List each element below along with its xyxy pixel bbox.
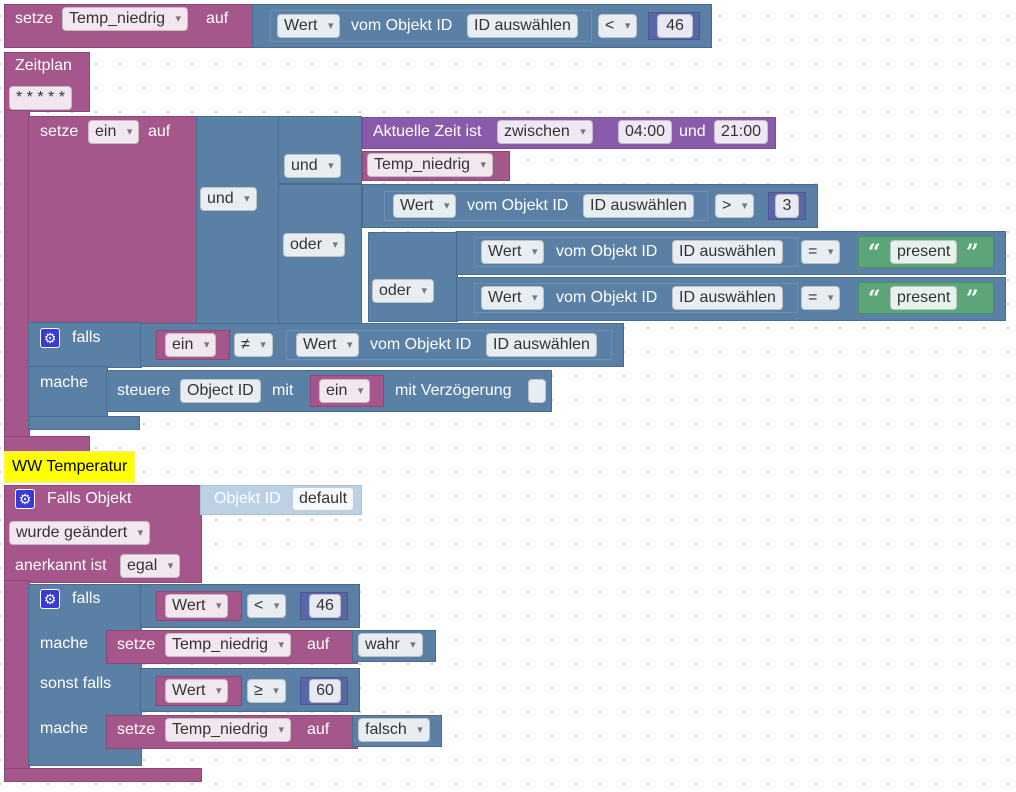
if-block-footer: [28, 416, 140, 430]
delay-label: mit Verzögerung: [395, 382, 512, 399]
vom-objekt-label: vom Objekt ID: [556, 243, 658, 260]
logic-operator-dropdown[interactable]: und: [284, 154, 341, 178]
trigger-body-left: [4, 580, 30, 776]
boolean-dropdown[interactable]: falsch: [358, 718, 430, 742]
time-und-label: und: [679, 123, 706, 140]
time-label: Aktuelle Zeit ist: [373, 123, 482, 140]
open-quote-icon: “: [868, 286, 881, 312]
variable-dropdown[interactable]: Temp_niedrig: [165, 633, 292, 657]
variable-dropdown[interactable]: ein: [88, 120, 140, 144]
text-field[interactable]: present: [890, 240, 958, 264]
close-quote-icon: ”: [966, 240, 979, 266]
operator-dropdown[interactable]: =: [801, 240, 841, 264]
setze-label: setze: [117, 721, 156, 738]
changed-dropdown[interactable]: wurde geändert: [9, 521, 151, 545]
number-field[interactable]: 46: [309, 594, 341, 618]
mache-label: mache: [40, 635, 89, 652]
default-field[interactable]: default: [292, 487, 355, 511]
vom-objekt-label: vom Objekt ID: [556, 289, 658, 306]
operator-dropdown[interactable]: =: [801, 286, 841, 310]
wert-dropdown[interactable]: Wert: [481, 240, 545, 264]
variable-dropdown[interactable]: Wert: [165, 679, 229, 703]
number-field[interactable]: 3: [775, 194, 799, 218]
variable-dropdown[interactable]: ein: [165, 333, 217, 357]
wert-dropdown[interactable]: Wert: [393, 194, 457, 218]
object-id-selector[interactable]: ID auswählen: [672, 240, 783, 264]
steuere-label: steuere: [117, 382, 171, 399]
logic-operator-dropdown[interactable]: und: [200, 187, 257, 211]
gear-icon[interactable]: ⚙: [40, 589, 60, 609]
operator-dropdown[interactable]: >: [715, 194, 755, 218]
variable-dropdown[interactable]: Temp_niedrig: [165, 718, 292, 742]
time-from-field[interactable]: 04:00: [618, 120, 673, 144]
setze-label: setze: [117, 636, 156, 653]
number-field[interactable]: 60: [309, 679, 341, 703]
falls-label: falls: [72, 329, 101, 346]
logic-operator-dropdown[interactable]: oder: [283, 233, 346, 257]
variable-dropdown[interactable]: Temp_niedrig: [367, 153, 494, 177]
cron-field[interactable]: * * * * *: [9, 86, 72, 110]
mache-label: mache: [40, 374, 89, 391]
variable-dropdown[interactable]: Wert: [165, 594, 229, 618]
auf-label: auf: [148, 123, 171, 140]
wert-dropdown[interactable]: Wert: [481, 286, 545, 310]
setze-label: setze: [15, 10, 54, 27]
falls-label: falls: [72, 590, 101, 607]
operator-dropdown[interactable]: <: [247, 594, 287, 618]
text-field[interactable]: present: [890, 286, 958, 310]
close-quote-icon: ”: [966, 286, 979, 312]
object-id-selector[interactable]: ID auswählen: [467, 14, 578, 38]
objekt-id-label: Objekt ID: [214, 490, 281, 507]
gear-icon[interactable]: ⚙: [40, 328, 60, 348]
boolean-dropdown[interactable]: wahr: [358, 633, 423, 657]
wert-dropdown[interactable]: Wert: [296, 333, 360, 357]
wert-dropdown[interactable]: Wert: [277, 14, 341, 38]
operator-dropdown[interactable]: ≠: [234, 333, 273, 357]
auf-label: auf: [307, 721, 330, 738]
setze-label: setze: [40, 123, 79, 140]
falls-objekt-label: Falls Objekt: [47, 490, 132, 507]
object-id-selector[interactable]: ID auswählen: [583, 194, 694, 218]
logic-and-block[interactable]: [196, 116, 280, 324]
trigger-footer: [4, 768, 202, 782]
delay-checkbox[interactable]: [528, 379, 546, 403]
time-to-field[interactable]: 21:00: [714, 120, 769, 144]
mache-label: mache: [40, 720, 89, 737]
operator-dropdown[interactable]: ≥: [247, 679, 286, 703]
set-ein-block[interactable]: [28, 116, 198, 324]
variable-dropdown[interactable]: Temp_niedrig: [62, 7, 189, 31]
object-id-selector[interactable]: ID auswählen: [672, 286, 783, 310]
vom-objekt-label: vom Objekt ID: [351, 17, 453, 34]
number-field[interactable]: 46: [657, 14, 693, 38]
gear-icon[interactable]: ⚙: [15, 489, 35, 509]
open-quote-icon: “: [868, 240, 881, 266]
schedule-body-left: [4, 110, 30, 455]
auf-label: auf: [307, 636, 330, 653]
logic-or-block[interactable]: [368, 232, 458, 322]
ack-dropdown[interactable]: egal: [120, 554, 181, 578]
mit-label: mit: [272, 382, 294, 399]
auf-label: auf: [206, 10, 229, 27]
vom-objekt-label: vom Objekt ID: [467, 197, 569, 214]
operator-dropdown[interactable]: <: [598, 14, 638, 38]
anerkannt-label: anerkannt ist: [15, 557, 107, 574]
comment-label[interactable]: WW Temperatur: [4, 451, 136, 483]
time-mode-dropdown[interactable]: zwischen: [497, 120, 593, 144]
logic-operator-dropdown[interactable]: oder: [372, 279, 435, 303]
sonst-falls-label: sonst falls: [40, 675, 112, 692]
zeitplan-label: Zeitplan: [15, 57, 72, 74]
object-id-selector[interactable]: ID auswählen: [486, 333, 597, 357]
object-id-selector[interactable]: Object ID: [180, 379, 261, 403]
vom-objekt-label: vom Objekt ID: [370, 336, 472, 353]
variable-dropdown[interactable]: ein: [319, 379, 371, 403]
